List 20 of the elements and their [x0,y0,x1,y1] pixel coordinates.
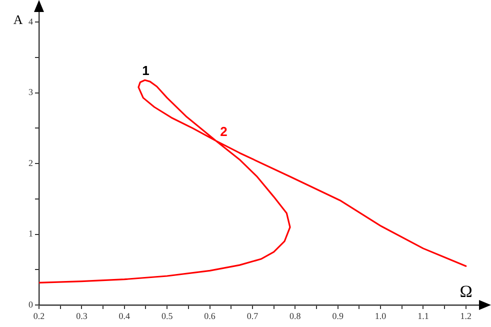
y-tick-label: 3 [28,87,34,98]
x-tick-label: 0.4 [118,310,131,321]
x-tick-label: 1.0 [374,310,387,321]
x-tick-label: 1.1 [418,310,429,321]
x-tick-label: 0.9 [332,310,344,321]
y-tick-label: 1 [28,228,33,239]
y-tick-label: 2 [28,158,33,168]
x-axis-title: Ω [460,282,472,301]
x-tick-label: 0.6 [204,310,216,321]
annotation: 2 [220,124,228,140]
annotation: 1 [142,63,150,78]
x-tick-label: 0.5 [161,310,174,321]
x-tick-label: 0.2 [33,310,45,321]
x-tick-label: 0.8 [290,310,302,321]
x-tick-label: 0.3 [76,310,88,321]
x-tick-label: 1.2 [460,310,472,321]
x-tick-label: 0.7 [246,310,259,321]
y-tick-label: 4 [28,16,34,26]
y-axis-title: A [13,12,24,27]
y-tick-label: 0 [28,299,34,310]
